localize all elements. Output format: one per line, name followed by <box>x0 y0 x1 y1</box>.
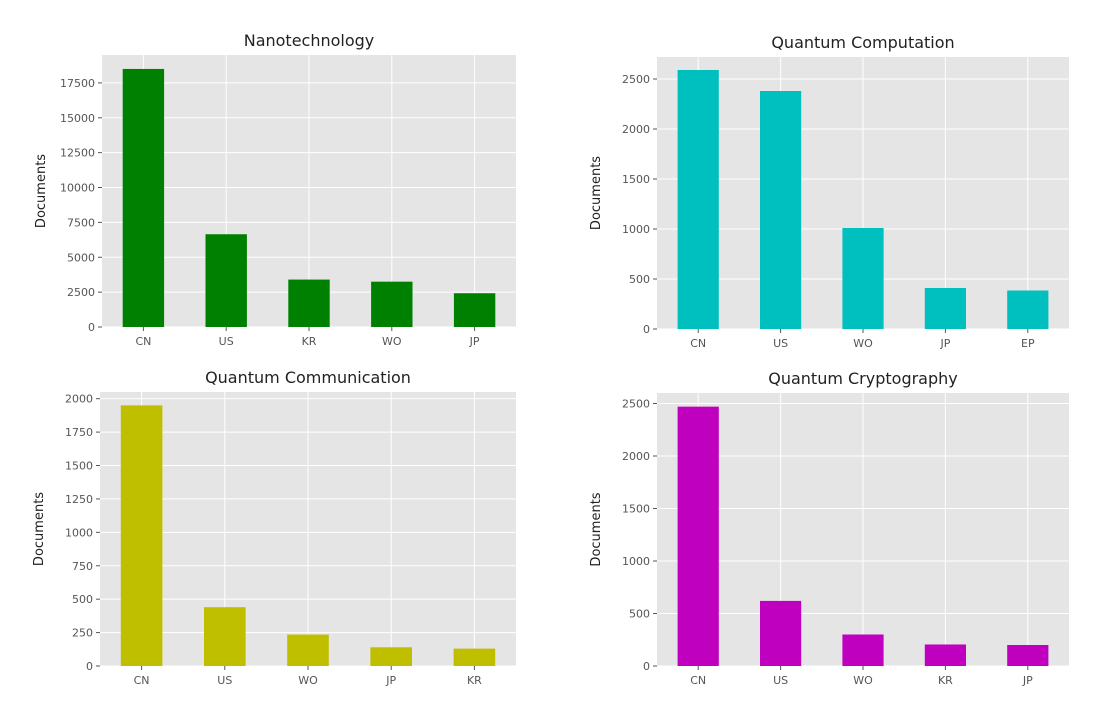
bar-jp <box>453 293 496 327</box>
y-tick-label: 0 <box>86 660 93 673</box>
y-axis-label: Documents <box>34 154 49 228</box>
bar-jp <box>370 647 412 666</box>
bar-us <box>760 600 802 666</box>
chart-panel-3: 0 500 1000 1500 2000 2500 CN US WO KR JP Quantum Cr… <box>589 369 1069 687</box>
y-tick-label: 1000 <box>622 223 650 236</box>
bar-kr <box>288 279 330 327</box>
y-tick-label: 0 <box>643 323 650 336</box>
y-tick-label: 1750 <box>65 426 93 439</box>
y-tick-label: 7500 <box>67 216 95 229</box>
x-tick-label: WO <box>298 674 318 687</box>
bar-us <box>760 91 802 329</box>
bar-wo <box>287 634 329 666</box>
x-tick-label: CN <box>135 335 151 348</box>
y-tick-label: 1000 <box>622 555 650 568</box>
bar-ep <box>1007 290 1049 329</box>
y-tick-label: 2500 <box>622 73 650 86</box>
y-tick-label: 500 <box>629 273 650 286</box>
bar-us <box>205 234 247 327</box>
y-tick-label: 2000 <box>65 393 93 406</box>
x-tick-label: CN <box>134 674 150 687</box>
x-tick-label: KR <box>467 674 482 687</box>
y-tick-label: 250 <box>72 627 93 640</box>
y-tick-label: 1500 <box>622 503 650 516</box>
bar-wo <box>842 634 884 666</box>
x-tick-label: KR <box>302 335 317 348</box>
y-tick-label: 1500 <box>65 460 93 473</box>
y-tick-label: 1500 <box>622 173 650 186</box>
chart-panel-1: 0 500 1000 1500 2000 2500 CN US WO JP EP Quantum Co… <box>589 33 1069 350</box>
bar-wo <box>371 281 413 327</box>
bar-wo <box>842 228 884 329</box>
chart-title: Nanotechnology <box>244 31 375 50</box>
y-tick-label: 12500 <box>60 147 95 160</box>
x-tick-label: JP <box>939 337 950 350</box>
y-tick-label: 0 <box>643 660 650 673</box>
y-axis-label: Documents <box>32 492 47 566</box>
bar-cn <box>122 68 165 327</box>
x-tick-label: CN <box>690 337 706 350</box>
chart-title: Quantum Communication <box>205 368 411 387</box>
x-tick-label: US <box>217 674 232 687</box>
x-tick-label: JP <box>1022 674 1033 687</box>
chart-title: Quantum Cryptography <box>768 369 958 388</box>
y-tick-label: 15000 <box>60 112 95 125</box>
bar-jp <box>924 288 966 329</box>
y-tick-label: 0 <box>88 321 95 334</box>
y-tick-label: 500 <box>629 608 650 621</box>
y-tick-label: 1000 <box>65 526 93 539</box>
chart-panel-2: 0 250 500 750 1000 1250 1500 1750 2000 CN US WO JP KR… <box>32 368 516 687</box>
y-tick-label: 2000 <box>622 450 650 463</box>
y-tick-label: 2000 <box>622 123 650 136</box>
bar-cn <box>677 406 719 666</box>
y-tick-label: 10000 <box>60 182 95 195</box>
y-axis-label: Documents <box>589 156 604 230</box>
x-tick-label: US <box>219 335 234 348</box>
bar-kr <box>453 648 496 666</box>
x-tick-label: EP <box>1021 337 1035 350</box>
chart-title: Quantum Computation <box>771 33 954 52</box>
x-tick-label: US <box>773 337 788 350</box>
y-tick-label: 500 <box>72 593 93 606</box>
y-tick-label: 2500 <box>67 286 95 299</box>
bar-cn <box>120 405 163 666</box>
chart-panel-0: 0 2500 5000 7500 10000 12500 15000 17500 CN US KR W… <box>34 31 516 348</box>
x-tick-label: WO <box>853 337 873 350</box>
x-tick-label: US <box>773 674 788 687</box>
x-tick-label: JP <box>385 674 396 687</box>
bar-cn <box>677 70 719 329</box>
x-tick-label: WO <box>382 335 402 348</box>
y-tick-label: 1250 <box>65 493 93 506</box>
y-tick-label: 2500 <box>622 398 650 411</box>
y-axis-label: Documents <box>589 492 604 566</box>
bar-jp <box>1007 645 1049 666</box>
bar-kr <box>924 644 966 666</box>
x-tick-label: JP <box>469 335 480 348</box>
x-tick-label: KR <box>938 674 953 687</box>
x-tick-label: WO <box>853 674 873 687</box>
x-tick-label: CN <box>690 674 706 687</box>
y-tick-label: 750 <box>72 560 93 573</box>
bar-us <box>204 607 246 666</box>
y-tick-label: 5000 <box>67 251 95 264</box>
y-tick-label: 17500 <box>60 77 95 90</box>
